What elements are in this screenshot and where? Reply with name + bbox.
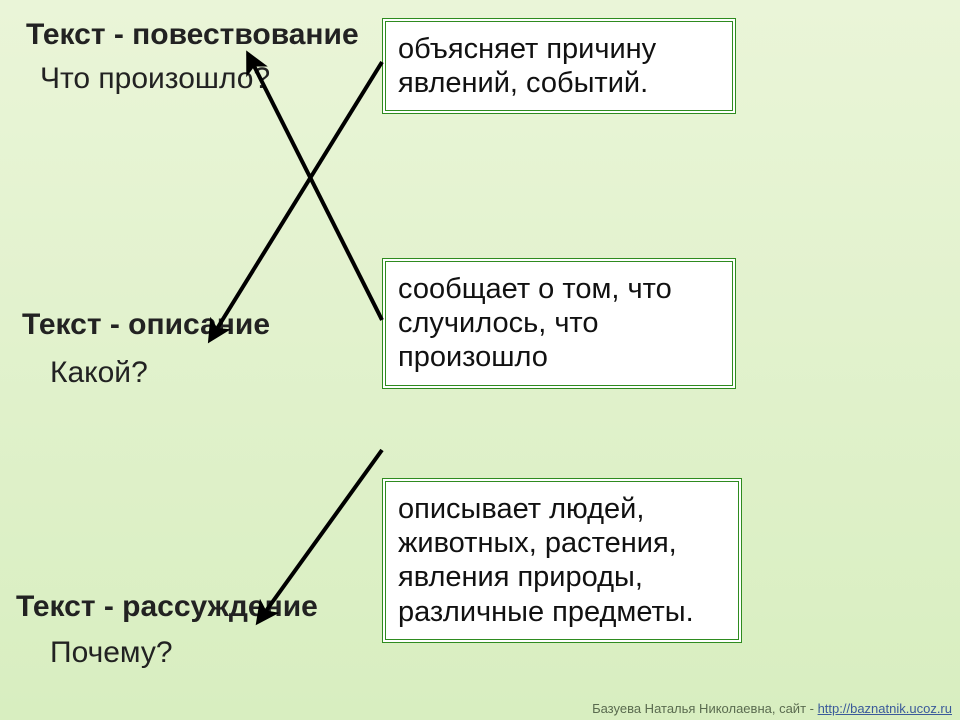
slide-root: Текст - повествование Что произошло? Тек… — [0, 0, 960, 720]
footer-credit: Базуева Наталья Николаевна, сайт - http:… — [592, 701, 952, 716]
left-title-2: Текст - описание — [22, 308, 270, 342]
left-sub-2: Какой? — [50, 356, 148, 390]
right-box-2: сообщает о том, что случилось, что произ… — [382, 258, 736, 389]
left-sub-3: Почему? — [50, 636, 173, 670]
right-box-3: описывает людей, животных, растения, явл… — [382, 478, 742, 643]
left-sub-1: Что произошло? — [40, 62, 270, 96]
left-title-3: Текст - рассуждение — [16, 590, 318, 624]
footer-author: Базуева Наталья Николаевна, сайт - — [592, 701, 818, 716]
right-box-1: объясняет причину явлений, событий. — [382, 18, 736, 114]
footer-link[interactable]: http://baznatnik.ucoz.ru — [818, 701, 952, 716]
left-title-1: Текст - повествование — [26, 18, 359, 52]
arrow — [210, 62, 382, 340]
